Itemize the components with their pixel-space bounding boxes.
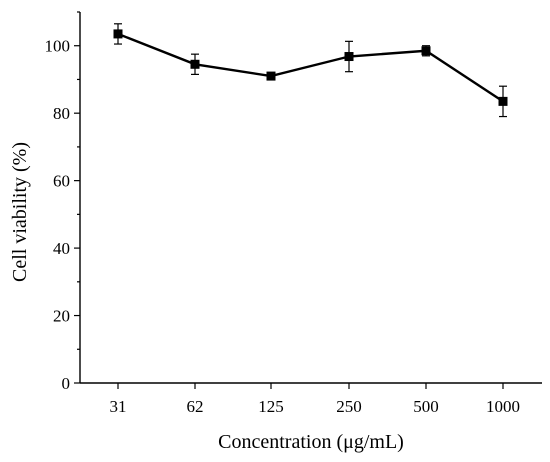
data-markers	[113, 29, 508, 106]
x-tick-label: 31	[110, 397, 127, 416]
data-point	[266, 71, 276, 81]
data-point	[190, 59, 200, 69]
y-tick-label: 0	[62, 374, 71, 393]
data-point	[344, 52, 354, 62]
y-tick-label: 20	[53, 307, 70, 326]
x-tick-label: 500	[413, 397, 439, 416]
y-tick-label: 60	[53, 172, 70, 191]
x-tick-label: 250	[336, 397, 362, 416]
y-tick-label: 100	[45, 37, 71, 56]
data-point	[498, 96, 508, 106]
series-line	[117, 32, 504, 103]
x-tick-label: 1000	[486, 397, 520, 416]
x-ticks: 31 62 125 250 500 1000	[110, 383, 520, 416]
y-axis-label: Cell viability (%)	[9, 142, 31, 282]
x-axis-label: Concentration (μg/mL)	[218, 431, 404, 453]
axes	[79, 12, 542, 384]
error-bars	[114, 23, 507, 118]
y-ticks: 0 20 40 60 80 100	[45, 11, 80, 393]
y-tick-label: 40	[53, 239, 70, 258]
x-tick-label: 125	[258, 397, 284, 416]
data-point	[421, 46, 431, 56]
x-tick-label: 62	[187, 397, 204, 416]
y-tick-label: 80	[53, 104, 70, 123]
data-point	[113, 29, 123, 39]
